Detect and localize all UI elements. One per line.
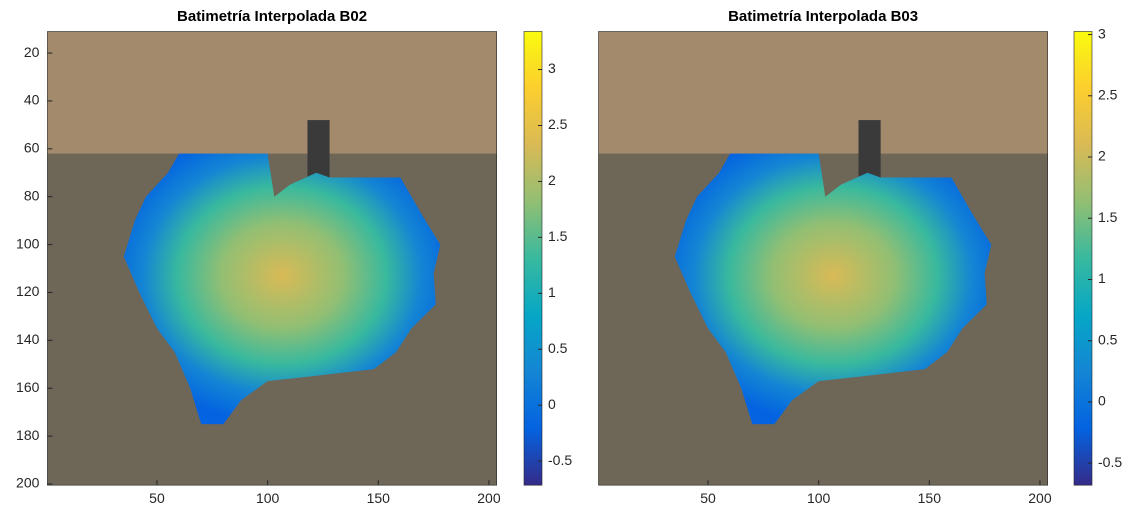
- colorbar-tick-label: 0: [1098, 393, 1106, 409]
- colorbar-tick-label: 1.5: [1098, 209, 1118, 225]
- heatmap-image: [47, 31, 497, 486]
- chart-title: Batimetría Interpolada B03: [728, 8, 918, 25]
- y-tick-label: 20: [24, 44, 40, 60]
- pit: [858, 120, 881, 178]
- x-tick-label: 100: [807, 490, 831, 506]
- colorbar-tick-label: 3: [548, 60, 556, 76]
- land-top: [598, 31, 1048, 154]
- colorbar-tick-label: 1: [548, 284, 556, 300]
- lake-bathymetry: [123, 153, 441, 425]
- colorbar-tick-label: 2.5: [1098, 86, 1118, 102]
- x-tick-label: 200: [1028, 490, 1052, 506]
- y-tick-label: 40: [24, 92, 40, 108]
- colorbar-tick-label: 2: [548, 172, 556, 188]
- colorbar-tick-label: 1.5: [548, 228, 568, 244]
- x-tick-label: 50: [149, 490, 165, 506]
- y-tick-label: 80: [24, 187, 40, 203]
- x-tick-label: 50: [700, 490, 716, 506]
- heatmap-image: [598, 31, 1048, 486]
- colorbar-tick-label: 2: [1098, 148, 1106, 164]
- land-top: [47, 31, 497, 154]
- y-tick-label: 100: [16, 235, 40, 251]
- y-tick-label: 200: [16, 475, 40, 491]
- colorbar-tick-label: 3: [1098, 25, 1106, 41]
- x-tick-label: 100: [256, 490, 280, 506]
- colorbar-tick-label: -0.5: [548, 452, 572, 468]
- lake-bathymetry: [674, 153, 992, 425]
- pit: [307, 120, 330, 178]
- colorbar-tick-label: 0.5: [548, 340, 568, 356]
- colorbar-tick-label: 1: [1098, 270, 1106, 286]
- colorbar-tick-label: 0: [548, 396, 556, 412]
- x-tick-label: 200: [477, 490, 501, 506]
- y-tick-label: 180: [16, 427, 40, 443]
- axes-frame: [598, 31, 1049, 486]
- y-tick-label: 160: [16, 379, 40, 395]
- colorbar-tick-label: 2.5: [548, 116, 568, 132]
- y-tick-label: 120: [16, 283, 40, 299]
- axes-frame: [47, 31, 497, 486]
- y-tick-label: 60: [24, 140, 40, 156]
- colorbar-tick-label: -0.5: [1098, 454, 1122, 470]
- x-tick-label: 150: [918, 490, 942, 506]
- chart-title: Batimetría Interpolada B02: [177, 8, 367, 25]
- colorbar: [1073, 31, 1093, 486]
- x-tick-label: 150: [367, 490, 391, 506]
- y-tick-label: 140: [16, 331, 40, 347]
- colorbar-tick-label: 0.5: [1098, 331, 1118, 347]
- colorbar: [523, 31, 543, 486]
